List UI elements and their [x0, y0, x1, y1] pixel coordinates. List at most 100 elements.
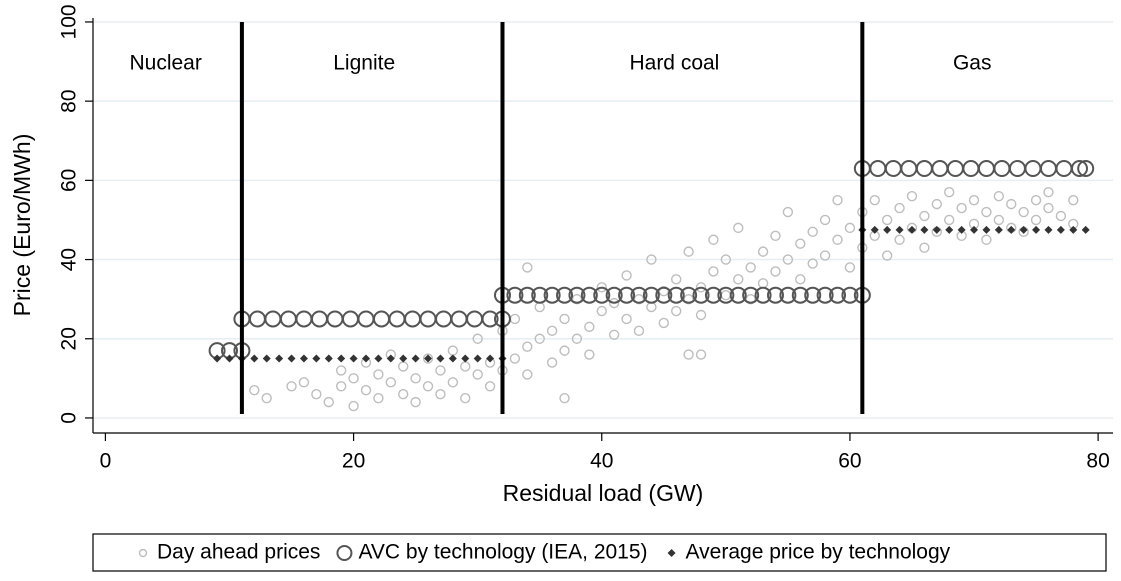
point: [506, 286, 524, 304]
point: [386, 354, 395, 363]
point: [655, 286, 673, 304]
point: [348, 373, 359, 384]
point: [310, 310, 328, 328]
point: [646, 254, 657, 265]
point: [920, 225, 929, 234]
point: [410, 396, 421, 408]
point: [398, 388, 409, 400]
x-tick-label: 80: [1086, 450, 1109, 473]
point: [373, 392, 384, 404]
point: [708, 266, 719, 277]
point: [782, 254, 794, 265]
point: [841, 286, 859, 304]
point: [729, 286, 747, 304]
y-tick-label: 100: [58, 4, 81, 39]
point: [1008, 159, 1026, 177]
point: [298, 377, 310, 388]
point: [360, 385, 372, 396]
point: [957, 225, 966, 234]
point: [795, 238, 806, 249]
x-axis-title: Residual load (GW): [503, 480, 704, 506]
point: [642, 286, 660, 304]
point: [757, 246, 769, 257]
point: [522, 262, 533, 273]
point: [993, 190, 1005, 202]
point: [919, 242, 930, 253]
point: [962, 159, 980, 177]
point: [546, 357, 558, 368]
point: [486, 354, 495, 363]
point: [829, 286, 847, 304]
point: [618, 286, 636, 304]
point: [436, 354, 445, 363]
point: [742, 286, 760, 304]
point: [481, 310, 499, 328]
point: [349, 354, 358, 363]
point: [982, 225, 991, 234]
point: [870, 225, 879, 234]
point: [819, 250, 831, 261]
point: [341, 310, 359, 328]
x-tick-label: 60: [838, 450, 861, 473]
point: [596, 305, 607, 317]
point: [424, 354, 433, 363]
point: [522, 369, 533, 380]
point: [906, 190, 918, 202]
point: [559, 345, 570, 356]
point: [919, 210, 930, 222]
point: [361, 354, 370, 363]
point: [311, 388, 322, 400]
point: [323, 396, 334, 408]
point: [931, 198, 942, 210]
point: [448, 354, 457, 363]
point: [1043, 187, 1054, 198]
point: [1081, 225, 1090, 234]
y-tick-label: 20: [58, 327, 81, 350]
point: [907, 225, 916, 234]
point: [1030, 214, 1042, 226]
point: [1069, 225, 1078, 234]
point: [695, 309, 707, 321]
point: [993, 214, 1005, 226]
point: [435, 388, 446, 400]
point: [1077, 159, 1095, 177]
point: [680, 286, 698, 304]
point: [335, 381, 347, 392]
point: [816, 286, 834, 304]
point: [559, 313, 570, 325]
point: [422, 353, 434, 364]
point: [720, 289, 732, 301]
point: [509, 353, 521, 364]
point: [658, 317, 670, 329]
point: [1039, 159, 1057, 177]
point: [472, 333, 483, 344]
point: [447, 377, 459, 388]
point: [348, 400, 359, 412]
point: [683, 246, 694, 257]
point: [895, 225, 904, 234]
point: [968, 194, 980, 206]
point: [337, 354, 346, 363]
point: [326, 310, 344, 328]
point: [275, 354, 284, 363]
point: [1044, 225, 1053, 234]
point: [791, 286, 809, 304]
point: [1024, 159, 1042, 177]
point: [1043, 202, 1054, 214]
point: [422, 381, 434, 392]
point: [295, 310, 313, 328]
point: [844, 262, 856, 273]
point: [944, 187, 955, 198]
point: [435, 310, 453, 328]
point: [608, 329, 620, 340]
point: [621, 313, 632, 325]
point: [981, 206, 992, 218]
point: [484, 381, 496, 392]
point: [357, 310, 375, 328]
point: [608, 297, 620, 309]
legend-box: [92, 533, 1107, 572]
y-tick-label: 40: [58, 248, 81, 271]
point: [900, 159, 918, 177]
point: [534, 301, 545, 313]
